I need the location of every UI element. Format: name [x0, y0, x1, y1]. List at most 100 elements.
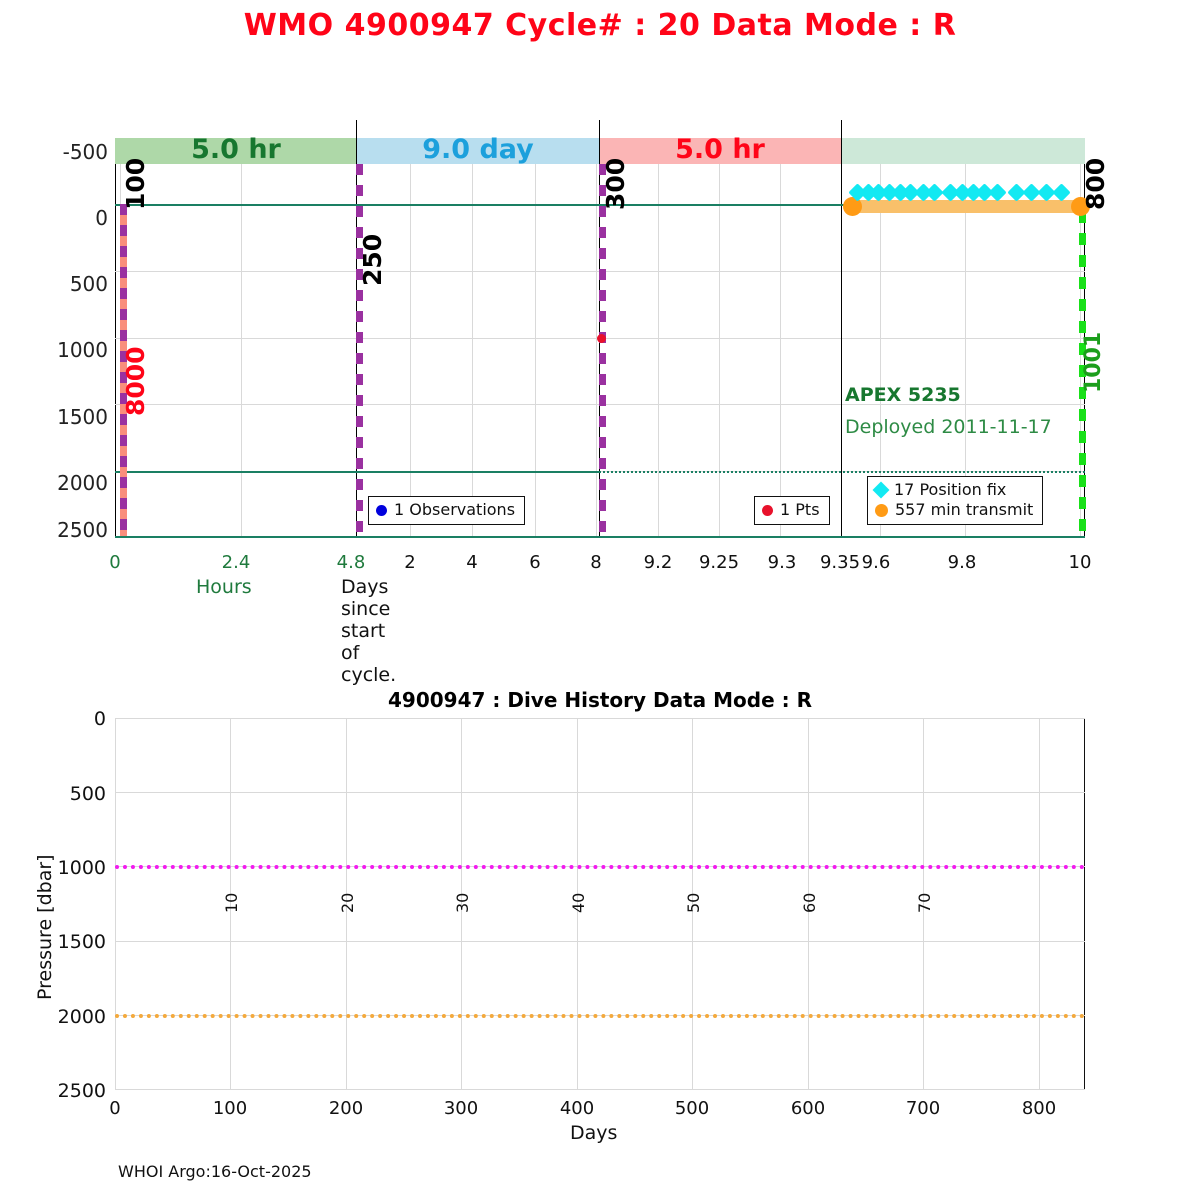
park-pressure-history-line	[115, 865, 1085, 869]
gridline-h	[115, 941, 1085, 942]
transmit-dot-icon	[875, 503, 888, 517]
y-axis-title-dive: Pressure [dbar]	[34, 854, 56, 1000]
surface-depth-label: 1001	[1081, 331, 1106, 393]
phase-band-surface	[841, 138, 1085, 164]
x-tick-label: 400	[559, 1098, 595, 1119]
position-fix-legend-label: 17 Position fix	[894, 480, 1007, 499]
x-tick-label-days: 6	[529, 552, 541, 573]
y-tick-label: 1500	[57, 405, 108, 429]
panel-separator	[841, 120, 843, 538]
drift-trace	[356, 164, 363, 536]
x-tick-label: 600	[790, 1098, 826, 1119]
x-axis-hours-caption: Hours	[196, 576, 252, 598]
float-deployed-label: Deployed 2011-11-17	[845, 416, 1052, 438]
gridline-v	[461, 718, 462, 1090]
transmit-end-marker	[1071, 197, 1090, 216]
y-tick-label: -500	[62, 140, 108, 164]
point-dot-icon	[762, 504, 773, 516]
x-tick-label-days: 8	[590, 552, 602, 573]
y-tick-label: 0	[93, 708, 106, 730]
cycle-number-label: 20	[338, 892, 357, 913]
gridline-v	[808, 718, 809, 1090]
gridline-h	[115, 1089, 1085, 1090]
x-tick-label-days: 10	[1068, 552, 1092, 573]
y-tick-label: 2500	[57, 1080, 106, 1102]
transmit-legend-label: 557 min transmit	[895, 500, 1034, 519]
cycle-number-label: 50	[684, 892, 703, 913]
gridline-v	[923, 718, 924, 1090]
observation-point	[597, 334, 606, 343]
descent-trace	[120, 204, 127, 536]
surface-trace	[1079, 211, 1086, 536]
y-tick-label: 1000	[57, 857, 106, 879]
dive-plot-frame	[115, 718, 1085, 1090]
x-tick-label-days: 9.8	[947, 552, 977, 573]
ascent-pressure-label: 300	[601, 157, 630, 210]
surface-pressure-label: 800	[1081, 157, 1110, 210]
surface-legend: 17 Position fix 557 min transmit	[867, 476, 1044, 525]
y-tick-label: 2000	[57, 471, 108, 495]
position-fix-diamond-icon	[872, 481, 890, 499]
y-tick-label: 0	[95, 206, 108, 230]
cycle-number-label: 30	[453, 892, 472, 913]
cycle-number-label: 40	[569, 892, 588, 913]
phase-duration-drift: 9.0 day	[422, 134, 534, 165]
transmit-start-marker	[843, 197, 862, 216]
ascent-trace	[599, 164, 606, 536]
reference-line-bottom	[115, 536, 1085, 538]
y-tick-label: 500	[69, 783, 106, 805]
x-tick-label-days: 2	[404, 552, 416, 573]
page-title: WMO 4900947 Cycle# : 20 Data Mode : R	[243, 8, 957, 43]
transmit-duration-bar	[848, 200, 1083, 213]
x-tick-label: 500	[674, 1098, 710, 1119]
x-tick-label-days: 9.3	[767, 552, 797, 573]
phase-duration-surface	[841, 138, 1085, 164]
gridline-v	[230, 718, 231, 1090]
phase-band-drift	[357, 138, 599, 164]
x-tick-label: 700	[905, 1098, 941, 1119]
cycle-number-label: 70	[915, 892, 934, 913]
footer-credit: WHOI Argo:16-Oct-2025	[118, 1162, 312, 1181]
reference-line-2000dbar-dotted	[599, 471, 1085, 473]
x-tick-label-days: 9.35	[819, 552, 861, 573]
points-legend-label: 1 Pts	[780, 500, 820, 519]
points-legend: 1 Pts	[754, 496, 830, 525]
gridline-v	[692, 718, 693, 1090]
gridline-v	[577, 718, 578, 1090]
observations-legend-label: 1 Observations	[394, 500, 516, 519]
x-tick-label-hours: 2.4	[221, 552, 251, 573]
x-tick-label-hours: 0	[109, 552, 121, 573]
phase-band-descent	[115, 138, 357, 164]
descent-pressure-label: 100	[121, 157, 150, 210]
x-tick-label-days: 9.25	[698, 552, 740, 573]
x-tick-label: 100	[212, 1098, 248, 1119]
cycle-number-label: 10	[222, 892, 241, 913]
profile-pressure-history-line	[115, 1014, 1085, 1018]
y-tick-label: 500	[69, 272, 108, 296]
dive-history-plot-area: 10 20 30 40 50 60 70	[115, 718, 1085, 1090]
dive-history-title: 4900947 : Dive History Data Mode : R	[388, 688, 812, 712]
x-tick-label-days: 4	[466, 552, 478, 573]
float-model-label: APEX 5235	[845, 384, 961, 406]
gridline-h	[115, 718, 1085, 719]
x-tick-label: 200	[328, 1098, 364, 1119]
observations-legend: 1 Observations	[368, 496, 526, 525]
gridline-v	[1039, 718, 1040, 1090]
x-tick-label-days: 9.6	[861, 552, 891, 573]
cycle-plot-area: 5.0 hr 9.0 day 5.0 hr	[115, 120, 1110, 538]
reference-line-0dbar	[115, 204, 841, 206]
x-axis-days-caption: Days since start of cycle.	[341, 576, 397, 686]
cycle-number-label: 60	[800, 892, 819, 913]
gridline-v	[115, 718, 116, 1090]
x-tick-label: 300	[443, 1098, 479, 1119]
x-tick-label-days: 9.2	[643, 552, 673, 573]
y-tick-label: 2500	[57, 518, 108, 542]
phase-band-ascent	[599, 138, 841, 164]
x-tick-label-hours: 4.8	[336, 552, 366, 573]
y-tick-label: 2000	[57, 1006, 106, 1028]
drift-pressure-label: 250	[358, 233, 387, 286]
descent-rate-label: 8000	[121, 346, 150, 416]
x-tick-label: 800	[1021, 1098, 1057, 1119]
y-tick-label: 1500	[57, 931, 106, 953]
gridline-h	[115, 792, 1085, 793]
